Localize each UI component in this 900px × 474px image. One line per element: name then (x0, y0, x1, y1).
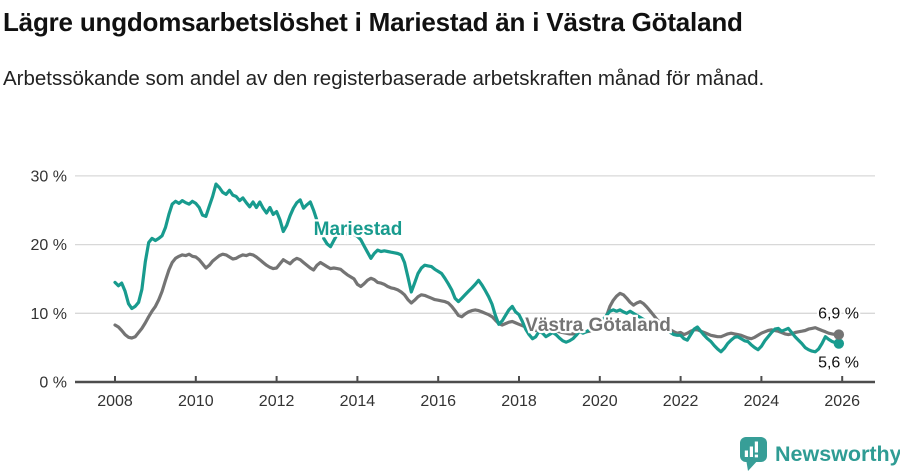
x-tick-label: 2016 (420, 393, 456, 410)
brand-name: Newsworthy (775, 442, 900, 466)
x-tick-label: 2014 (340, 393, 376, 410)
vastra-gotaland-end-label: 6,9 % (818, 306, 859, 323)
x-tick-label: 2024 (744, 393, 780, 410)
x-tick-label: 2022 (663, 393, 699, 410)
x-tick-label: 2010 (178, 393, 214, 410)
x-tick-label: 2008 (97, 393, 133, 410)
y-tick-label: 0 % (39, 375, 67, 392)
y-tick-label: 20 % (31, 237, 67, 254)
mariestad-line (113, 182, 841, 354)
newsworthy-logo-icon (740, 437, 767, 471)
x-axis: 2008 2010 2012 2014 2016 2018 2020 2022 2024 2026 (75, 376, 875, 410)
y-tick-label: 10 % (31, 306, 67, 323)
mariestad-series-label: Mariestad (314, 219, 403, 240)
page-subtitle: Arbetssökande som andel av den registerb… (3, 67, 765, 90)
page-title: Lägre ungdomsarbetslöshet i Mariestad än… (3, 7, 743, 37)
vastra-gotaland-line (113, 252, 841, 341)
y-tick-label: 30 % (31, 168, 67, 185)
x-tick-label: 2012 (259, 393, 295, 410)
gridlines: 0 % 10 % 20 % 30 % (31, 168, 875, 392)
x-tick-label: 2026 (824, 393, 860, 410)
vastra-gotaland-end-dot (833, 329, 845, 340)
mariestad-end-dot (833, 338, 845, 349)
vastra-gotaland-series-label: Västra Götaland (525, 315, 671, 336)
brand-footer: Newsworthy (740, 437, 900, 471)
chart-annotations: 5,6 % Mariestad 6,9 % Västra Götaland (311, 217, 861, 374)
x-tick-label: 2018 (501, 393, 537, 410)
series-lines (113, 182, 845, 354)
mariestad-end-label: 5,6 % (818, 355, 859, 372)
x-tick-label: 2020 (582, 393, 618, 410)
